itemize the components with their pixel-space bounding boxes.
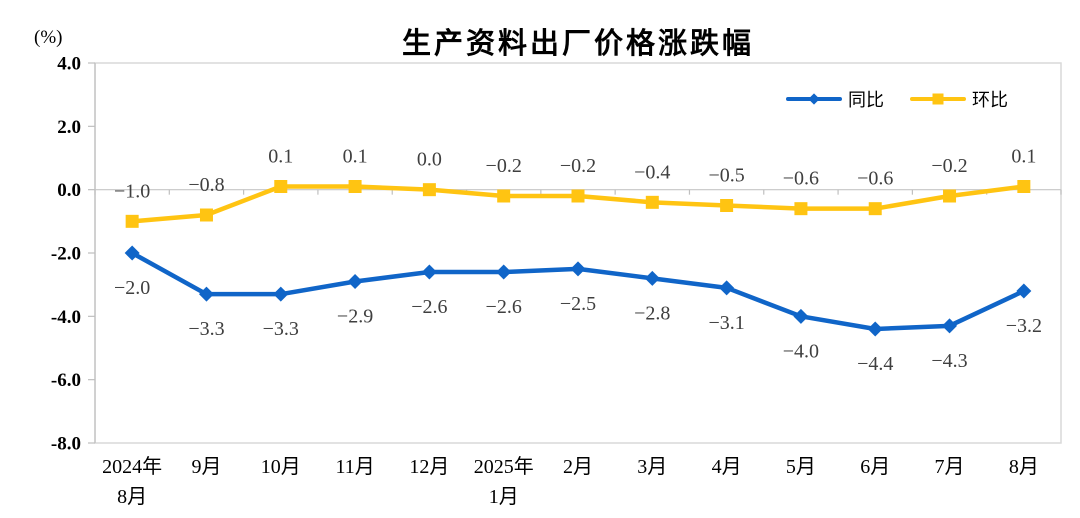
diamond-marker-icon [719,280,735,296]
x-tick-label: 7月 [935,456,965,478]
diamond-marker-icon [1016,283,1032,299]
data-label: −2.6 [411,296,447,318]
data-label: −2.9 [337,306,373,328]
diamond-marker-icon [273,286,289,302]
diamond-marker-icon [570,261,586,277]
x-tick-label: 6月 [860,456,890,478]
x-tick-label: 9月 [191,456,221,478]
legend-square-marker-icon [932,93,944,105]
data-label: −0.8 [188,174,224,196]
data-label: −2.6 [486,296,522,318]
legend-line-sample-yoy [786,93,842,105]
x-tick-label: 10月 [261,456,301,478]
x-tick-label: 8月 [117,486,147,508]
square-marker-icon [720,199,734,212]
data-label: −3.3 [263,318,299,340]
y-tick-label: -8.0 [51,434,81,455]
y-axis-unit-label: (%) [34,27,63,48]
square-marker-icon [348,180,362,193]
data-label: 0.1 [343,146,368,168]
data-label: −0.4 [634,161,670,183]
x-tick-label: 2月 [563,456,593,478]
diamond-marker-icon [644,270,660,286]
y-tick-label: 0.0 [57,180,81,201]
data-label: −0.2 [486,155,522,177]
square-marker-icon [571,189,585,203]
data-label: −4.0 [783,340,819,362]
x-tick-label: 12月 [409,456,449,478]
legend-line-sample-mom [910,93,966,105]
data-label: −1.0 [114,180,150,202]
square-marker-icon [422,183,436,197]
diamond-marker-icon [124,245,140,261]
x-tick-label: 11月 [335,456,374,478]
square-marker-icon [1017,180,1031,193]
data-label: −3.1 [708,312,744,334]
data-label: −3.3 [188,318,224,340]
x-tick-label: 5月 [786,456,816,478]
diamond-marker-icon [867,321,883,337]
square-marker-icon [274,180,288,193]
y-tick-label: -6.0 [51,370,81,391]
data-label: −2.0 [114,277,150,299]
legend: 同比 环比 [786,86,1008,112]
data-label: 0.0 [417,149,442,171]
y-tick-label: 2.0 [57,117,81,138]
diamond-marker-icon [942,318,958,334]
x-tick-label: 2025年 [474,455,534,478]
x-tick-label: 2024年 [102,455,162,478]
legend-label-yoy: 同比 [848,90,884,110]
square-marker-icon [497,189,511,203]
square-marker-icon [943,189,957,203]
chart-title: 生产资料出厂价格涨跌幅 [401,28,754,60]
y-tick-label: -2.0 [51,244,81,265]
data-label: −0.2 [931,155,967,177]
y-tick-label: -4.0 [51,307,81,328]
x-tick-label: 8月 [1009,456,1039,478]
diamond-marker-icon [793,308,809,324]
diamond-marker-icon [421,264,437,280]
data-label: −2.8 [634,302,670,324]
x-tick-label: 3月 [637,456,667,478]
square-marker-icon [645,195,659,209]
diamond-marker-icon [347,274,363,289]
data-label: −0.6 [857,168,893,190]
square-marker-icon [794,202,808,216]
square-marker-icon [125,214,139,228]
legend-diamond-marker-icon [808,93,820,105]
data-label: 0.1 [268,146,293,168]
data-label: −0.6 [783,168,819,190]
data-label: 0.1 [1011,146,1036,168]
data-label: −0.5 [708,165,744,187]
x-tick-label: 1月 [489,486,519,508]
data-label: −4.4 [857,353,893,375]
legend-item-yoy: 同比 [786,86,884,112]
legend-item-mom: 环比 [910,86,1008,112]
data-label: −0.2 [560,155,596,177]
diamond-marker-icon [496,264,512,280]
data-label: −4.3 [931,350,967,372]
plot-border [94,62,1062,444]
diamond-marker-icon [198,286,214,302]
square-marker-icon [868,202,882,216]
data-label: −2.5 [560,293,596,315]
legend-label-mom: 环比 [972,90,1008,110]
x-tick-label: 4月 [712,456,742,478]
square-marker-icon [199,208,213,222]
data-label: −3.2 [1006,315,1042,337]
y-tick-label: 4.0 [57,54,81,75]
